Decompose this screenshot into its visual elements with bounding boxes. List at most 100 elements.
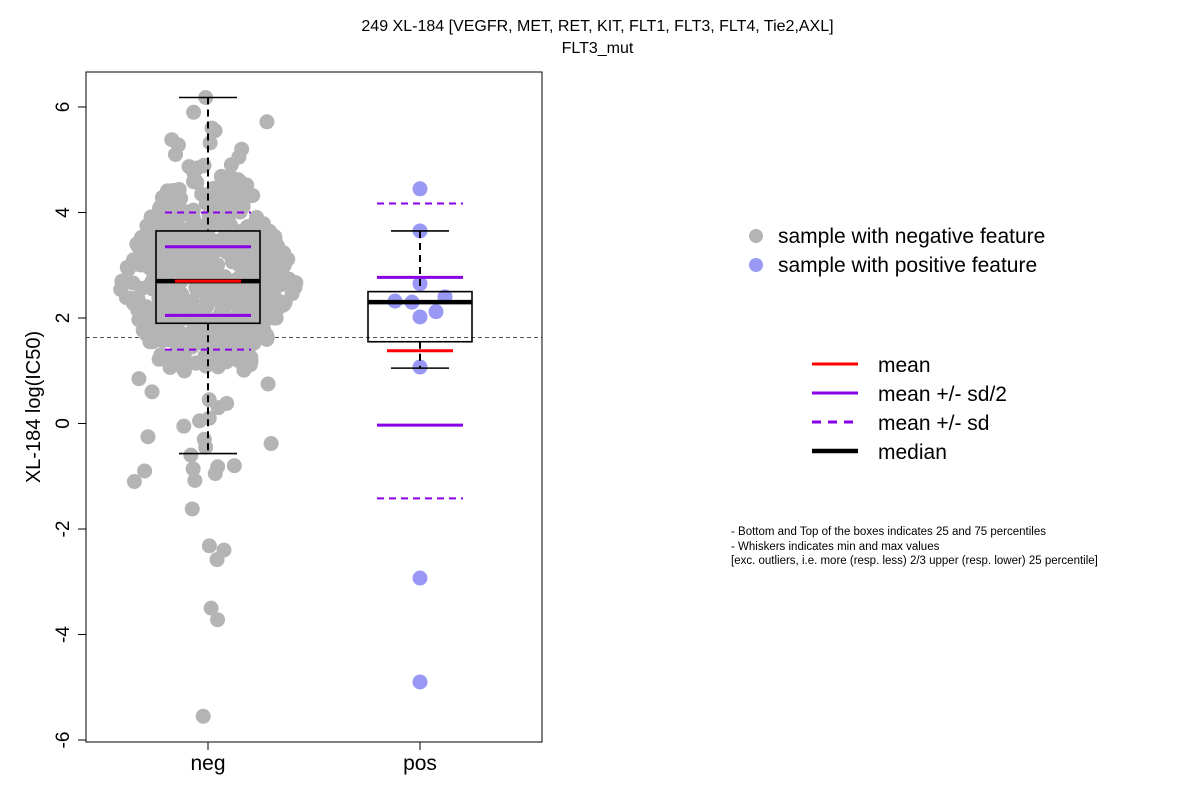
legend-point-0: [749, 229, 763, 243]
neg-point-156: [125, 275, 141, 291]
y-tick-label-5: 4: [53, 207, 74, 218]
neg-point-560: [267, 229, 283, 245]
legend-point-1: [749, 258, 763, 272]
pos-box-group: [367, 202, 473, 500]
neg-point-555: [151, 291, 167, 307]
y-tick-label-0: -6: [53, 732, 74, 749]
neg-point-617: [263, 436, 279, 452]
neg-point-614: [176, 418, 192, 434]
pos-point-10: [412, 674, 428, 690]
neg-point-605: [157, 202, 173, 218]
neg-point-566: [142, 259, 158, 275]
neg-point-512: [245, 187, 261, 203]
neg-point-507: [196, 157, 212, 173]
pos-point-6: [428, 304, 444, 320]
neg-point-620: [226, 458, 242, 474]
neg-point-580: [259, 274, 275, 290]
neg-point-591: [176, 244, 192, 260]
neg-point-595: [186, 104, 202, 120]
neg-point-330: [281, 271, 297, 287]
neg-box-group: [155, 96, 261, 455]
neg-point-589: [129, 236, 145, 252]
neg-point-603: [167, 146, 183, 162]
neg-point-484: [255, 323, 271, 339]
neg-point-193: [114, 273, 130, 289]
neg-point-515: [155, 333, 171, 349]
legend-point-label-1: sample with positive feature: [778, 254, 1037, 277]
legend-line-label-3: median: [878, 441, 947, 464]
neg-point-593: [164, 350, 180, 366]
neg-point-608: [144, 384, 160, 400]
line-legend: mean mean +/- sd/2 mean +/- sd median: [812, 354, 1007, 464]
note-line-1: - Bottom and Top of the boxes indicates …: [731, 526, 1046, 538]
neg-point-628: [201, 538, 217, 554]
neg-point-545: [172, 265, 188, 281]
note-line-3: [exc. outliers, i.e. more (resp. less) 2…: [731, 555, 1098, 567]
neg-point-630: [209, 552, 225, 568]
neg-point-440: [194, 186, 210, 202]
neg-point-624: [207, 466, 223, 482]
neg-point-431: [151, 351, 167, 367]
neg-point-546: [200, 293, 216, 309]
neg-point-633: [195, 708, 211, 724]
x-axis: neg pos: [190, 742, 437, 775]
neg-point-504: [147, 212, 163, 228]
y-axis: -6 -4 -2 0 2 4 6 XL-184 log(IC50): [23, 102, 86, 749]
neg-point-561: [142, 304, 158, 320]
neg-point-461: [118, 290, 134, 306]
neg-point-596: [259, 114, 275, 130]
neg-point-632: [210, 612, 226, 628]
y-axis-label: XL-184 log(IC50): [23, 331, 45, 483]
neg-point-588: [267, 262, 283, 278]
neg-point-622: [185, 461, 201, 477]
neg-point-598: [204, 120, 220, 136]
neg-point-604: [231, 149, 247, 165]
neg-point-586: [214, 291, 230, 307]
neg-point-626: [126, 474, 142, 490]
legend-point-label-0: sample with negative feature: [778, 225, 1045, 248]
neg-point-553: [234, 250, 250, 266]
neg-point-490: [144, 232, 160, 248]
neg-point-583: [205, 186, 221, 202]
pos-box: [367, 290, 473, 343]
neg-point-570: [230, 193, 246, 209]
neg-point-405: [202, 215, 218, 231]
neg-point-579: [262, 241, 278, 257]
neg-point-212: [222, 168, 238, 184]
neg-point-584: [237, 231, 253, 247]
neg-point-576: [229, 298, 245, 314]
neg-point-581: [176, 233, 192, 249]
pos-point-9: [412, 570, 428, 586]
neg-point-590: [188, 327, 204, 343]
neg-point-548: [234, 325, 250, 341]
x-tick-label-1: pos: [403, 752, 437, 775]
y-tick-label-3: 0: [53, 418, 74, 429]
point-legend: sample with negative feature sample with …: [749, 225, 1045, 277]
y-tick-label-1: -4: [53, 626, 74, 643]
neg-point-587: [259, 305, 275, 321]
neg-point-472: [186, 165, 202, 181]
neg-point-550: [173, 190, 189, 206]
neg-point-564: [234, 175, 250, 191]
neg-point-623: [137, 463, 153, 479]
chart-title: 249 XL-184 [VEGFR, MET, RET, KIT, FLT1, …: [361, 18, 834, 35]
y-tick-label-6: 6: [53, 102, 74, 113]
pos-point-0: [412, 181, 428, 197]
neg-point-573: [184, 293, 200, 309]
plot-frame: [85, 71, 543, 743]
chart-notes: - Bottom and Top of the boxes indicates …: [731, 525, 1098, 569]
neg-point-613: [192, 413, 208, 429]
neg-point-552: [236, 354, 252, 370]
neg-point-615: [140, 429, 156, 445]
neg-point-480: [210, 359, 226, 375]
x-tick-label-0: neg: [190, 752, 225, 775]
neg-point-619: [183, 447, 199, 463]
neg-point-574: [203, 242, 219, 258]
chart-subtitle: FLT3_mut: [561, 40, 634, 57]
legend-line-label-0: mean: [878, 354, 931, 377]
legend-line-label-1: mean +/- sd/2: [878, 383, 1007, 406]
neg-point-592: [217, 337, 233, 353]
note-line-2: - Whiskers indicates min and max values: [731, 540, 940, 553]
neg-point-611: [210, 400, 226, 416]
